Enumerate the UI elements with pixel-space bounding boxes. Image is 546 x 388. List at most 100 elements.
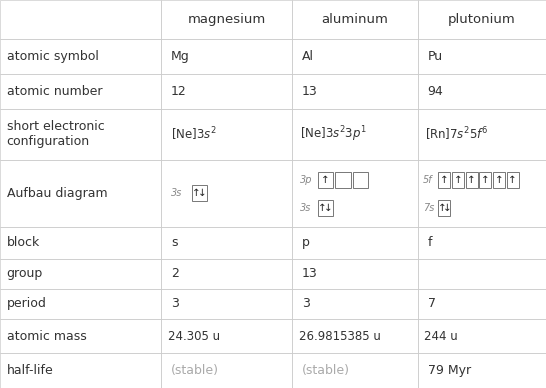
Bar [161, 319, 292, 353]
Bar [418, 353, 546, 388]
Text: 3p: 3p [300, 175, 312, 185]
Bar [0, 289, 161, 319]
Text: Mg: Mg [171, 50, 189, 63]
Text: ↑: ↑ [454, 175, 462, 185]
Text: 244 u: 244 u [424, 330, 458, 343]
Bar [318, 172, 333, 188]
Text: ↓: ↓ [324, 203, 333, 213]
Bar [161, 353, 292, 388]
Text: atomic number: atomic number [7, 85, 102, 98]
Bar [479, 172, 491, 188]
Bar [438, 200, 450, 216]
Text: 24.305 u: 24.305 u [168, 330, 219, 343]
Text: $\mathrm{[Ne]3}s^2$: $\mathrm{[Ne]3}s^2$ [171, 126, 217, 143]
Text: ↓: ↓ [443, 203, 452, 213]
Text: Al: Al [302, 50, 314, 63]
Bar [418, 109, 546, 160]
Text: p: p [302, 236, 310, 249]
Text: ↑: ↑ [192, 188, 200, 198]
Bar [418, 289, 546, 319]
Bar [0, 160, 161, 227]
Text: (stable): (stable) [171, 364, 219, 377]
Text: 13: 13 [302, 267, 318, 281]
Text: $\mathrm{[Rn]7}s^2\mathrm{5}f^6$: $\mathrm{[Rn]7}s^2\mathrm{5}f^6$ [425, 126, 489, 143]
Bar [0, 353, 161, 388]
Bar [507, 172, 519, 188]
Bar [292, 289, 418, 319]
Bar [0, 0, 161, 40]
Bar [0, 40, 161, 74]
Bar [161, 289, 292, 319]
Text: period: period [7, 297, 46, 310]
Bar [0, 319, 161, 353]
Text: Pu: Pu [428, 50, 443, 63]
Text: atomic mass: atomic mass [7, 330, 86, 343]
Text: 3: 3 [302, 297, 310, 310]
Bar [335, 172, 351, 188]
Bar [292, 74, 418, 109]
Bar [493, 172, 505, 188]
Text: 7s: 7s [423, 203, 435, 213]
Text: 26.9815385 u: 26.9815385 u [299, 330, 381, 343]
Bar [353, 172, 368, 188]
Bar [292, 40, 418, 74]
Bar [452, 172, 464, 188]
Bar [466, 172, 478, 188]
Bar [161, 109, 292, 160]
Bar [292, 259, 418, 289]
Text: aluminum: aluminum [322, 13, 388, 26]
Bar [292, 160, 418, 227]
Bar [292, 319, 418, 353]
Text: ↑: ↑ [508, 175, 517, 185]
Bar [161, 259, 292, 289]
Text: magnesium: magnesium [187, 13, 266, 26]
Text: 3s: 3s [171, 188, 182, 198]
Bar [161, 0, 292, 40]
Text: ↓: ↓ [198, 188, 207, 198]
Text: 3s: 3s [300, 203, 311, 213]
Text: ↑: ↑ [318, 203, 327, 213]
Bar [418, 0, 546, 40]
Text: group: group [7, 267, 43, 281]
Text: s: s [171, 236, 177, 249]
Bar [292, 227, 418, 259]
Bar [292, 353, 418, 388]
Bar [418, 227, 546, 259]
Text: 2: 2 [171, 267, 179, 281]
Text: Aufbau diagram: Aufbau diagram [7, 187, 107, 200]
Text: 5f: 5f [423, 175, 433, 185]
Bar [161, 40, 292, 74]
Bar [0, 259, 161, 289]
Bar [161, 160, 292, 227]
Bar [0, 109, 161, 160]
Bar [438, 172, 450, 188]
Text: 13: 13 [302, 85, 318, 98]
Text: ↑: ↑ [495, 175, 503, 185]
Text: $\mathrm{[Ne]3}s^2\mathrm{3}p^1$: $\mathrm{[Ne]3}s^2\mathrm{3}p^1$ [300, 125, 367, 144]
Text: ↑: ↑ [321, 175, 330, 185]
Text: (stable): (stable) [302, 364, 350, 377]
Bar [161, 74, 292, 109]
Text: block: block [7, 236, 40, 249]
Bar [418, 40, 546, 74]
Bar [0, 74, 161, 109]
Text: 94: 94 [428, 85, 443, 98]
Bar [292, 0, 418, 40]
Bar [292, 109, 418, 160]
Text: ↑: ↑ [467, 175, 476, 185]
Bar [161, 227, 292, 259]
Bar [192, 185, 207, 201]
Text: atomic symbol: atomic symbol [7, 50, 98, 63]
Bar [318, 200, 333, 216]
Bar [0, 227, 161, 259]
Text: half-life: half-life [7, 364, 54, 377]
Text: ↑: ↑ [481, 175, 490, 185]
Bar [418, 160, 546, 227]
Text: 7: 7 [428, 297, 436, 310]
Text: 12: 12 [171, 85, 187, 98]
Text: f: f [428, 236, 432, 249]
Bar [418, 319, 546, 353]
Text: ↑: ↑ [437, 203, 446, 213]
Bar [418, 259, 546, 289]
Bar [418, 74, 546, 109]
